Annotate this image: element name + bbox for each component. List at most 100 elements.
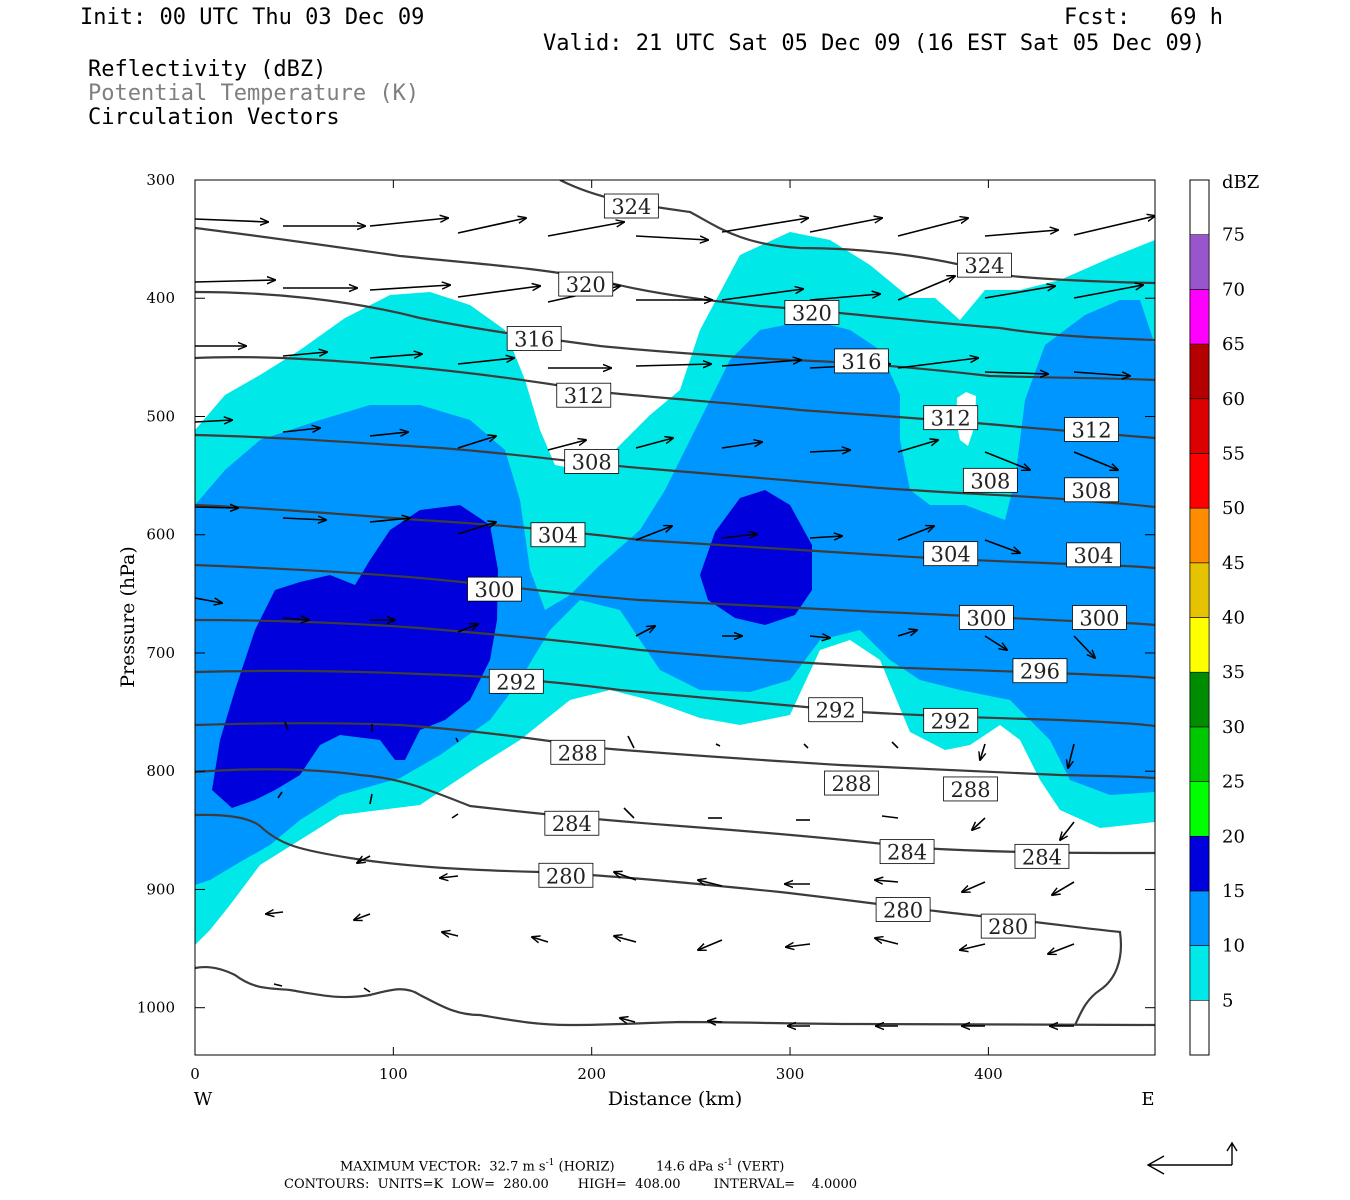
reflectivity-15dbz-area-center <box>700 490 812 625</box>
circulation-vector <box>881 815 899 819</box>
isentrope-label-text: 308 <box>970 469 1010 493</box>
isentrope-label: 300 <box>1072 605 1127 631</box>
isentrope-label-text: 320 <box>792 301 832 325</box>
circulation-vector <box>984 286 1055 299</box>
isentrope-label-text: 308 <box>572 450 612 474</box>
circulation-vector <box>721 289 803 301</box>
circulation-vector <box>195 507 238 508</box>
colorbar-label: 75 <box>1222 225 1245 246</box>
colorbar-label: 45 <box>1222 553 1245 574</box>
isentrope-label: 284 <box>1014 843 1070 869</box>
colorbar-label: 60 <box>1222 389 1245 410</box>
y-axis-ticks <box>195 179 1155 1009</box>
circulation-vector <box>195 280 275 282</box>
circulation-vector <box>547 440 586 451</box>
reflectivity-15dbz-area-west <box>212 505 498 808</box>
circulation-vector <box>984 451 1030 470</box>
circulation-vector <box>457 218 526 234</box>
isentrope-label-text: 304 <box>538 524 578 548</box>
y-tick-label: 400 <box>146 289 175 307</box>
isentrope-label-text: 324 <box>964 254 1004 278</box>
y-tick-label: 600 <box>146 526 175 544</box>
circulation-vector <box>195 420 232 422</box>
colorbar-segment <box>1189 398 1210 454</box>
forecast-hour: Fcst: 69 h <box>1064 5 1223 30</box>
circulation-vector <box>984 635 1007 650</box>
x-axis-label: Distance (km) <box>608 1088 743 1110</box>
isentrope-label-text: 292 <box>816 699 856 723</box>
circulation-vector <box>984 230 1058 237</box>
circulation-vector <box>1060 821 1075 840</box>
circulation-vector <box>698 939 723 950</box>
field-potential-temperature: Potential Temperature (K) <box>88 81 420 106</box>
circulation-vector <box>457 624 478 633</box>
circulation-vector <box>282 352 327 356</box>
colorbar-segment <box>1189 890 1210 946</box>
colorbar-label: 55 <box>1222 443 1245 464</box>
isentrope-296 <box>195 618 1155 680</box>
circulation-vector <box>1073 285 1143 299</box>
circulation-vector <box>1073 216 1155 236</box>
circulation-vector <box>721 534 757 538</box>
colorbar-label: 5 <box>1222 990 1233 1011</box>
circulation-vector <box>614 872 637 881</box>
circulation-vector <box>721 442 762 449</box>
y-tick-label: 1000 <box>137 999 175 1017</box>
circulation-vector <box>369 432 408 436</box>
colorbar-segment <box>1189 781 1210 837</box>
isentrope-label-text: 284 <box>887 841 927 865</box>
circulation-vector <box>277 791 283 799</box>
colorbar-segment <box>1189 835 1210 892</box>
circulation-vector <box>635 364 711 366</box>
isentrope-label-text: 284 <box>552 812 592 836</box>
circulation-vector <box>1052 881 1075 895</box>
y-tick-label: 900 <box>146 880 175 898</box>
circulation-vector <box>635 526 672 541</box>
x-end-label-east: E <box>1141 1089 1154 1110</box>
colorbar-segment <box>1189 671 1210 728</box>
circulation-vector <box>442 932 459 936</box>
isentrope-label: 280 <box>875 897 931 923</box>
isentrope-288 <box>195 722 1155 780</box>
circulation-vector <box>875 938 899 945</box>
circulation-vector <box>369 793 373 805</box>
y-tick-label: 300 <box>146 171 175 189</box>
circulation-vector <box>635 438 673 449</box>
vert-exponent: -1 <box>724 1158 733 1168</box>
x-tick-label: 100 <box>379 1065 408 1083</box>
circulation-vector <box>369 218 448 227</box>
isentrope-label: 316 <box>506 326 562 351</box>
circulation-vector <box>282 618 309 620</box>
valid-time: Valid: 21 UTC Sat 05 Dec 09 (16 EST Sat … <box>543 31 1206 56</box>
isentrope-label: 304 <box>923 541 979 567</box>
isentrope-280 <box>195 813 1122 1026</box>
isentrope-label: 280 <box>538 862 594 888</box>
horiz-exponent: -1 <box>545 1158 555 1168</box>
isentrope-label: 284 <box>879 839 935 865</box>
circulation-vector <box>809 218 882 233</box>
colorbar-segment <box>1189 726 1210 782</box>
isentrope-label: 312 <box>923 405 979 431</box>
y-tick-label: 700 <box>146 644 175 662</box>
colorbar-segment <box>1189 343 1210 400</box>
circulation-vector <box>980 743 985 760</box>
isentrope-label-text: 280 <box>546 864 586 888</box>
circulation-vector <box>455 737 459 743</box>
circulation-vector <box>962 881 986 892</box>
circulation-vector <box>284 721 289 731</box>
y-tick-label: 800 <box>146 762 175 780</box>
max-vector-line: MAXIMUM VECTOR: 32.7 m s-1 (HORIZ) 14.6 … <box>340 1158 784 1174</box>
circulation-vector <box>266 912 284 914</box>
circulation-vector <box>891 741 899 749</box>
circulation-vector <box>623 807 635 819</box>
circulation-vector <box>614 936 637 943</box>
circulation-vector <box>1068 743 1075 768</box>
isentrope-label-text: 304 <box>931 543 971 567</box>
circulation-vector <box>897 526 934 541</box>
circulation-vector <box>960 943 986 950</box>
circulation-vector <box>457 358 514 365</box>
circulation-vector <box>809 536 842 538</box>
circulation-vector <box>972 817 986 830</box>
isentrope-label: 312 <box>556 382 612 408</box>
